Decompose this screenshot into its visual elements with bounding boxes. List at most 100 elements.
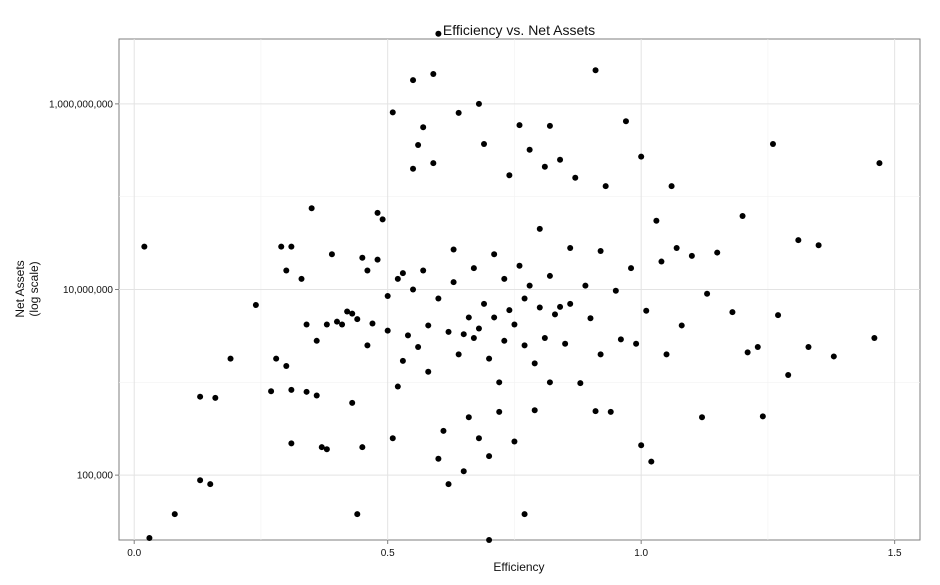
data-point xyxy=(252,302,259,309)
data-point xyxy=(475,325,482,332)
data-point xyxy=(516,262,523,269)
data-point xyxy=(496,408,503,415)
data-point xyxy=(663,351,670,358)
data-point xyxy=(805,344,812,351)
data-point xyxy=(339,321,346,328)
data-point xyxy=(491,251,498,258)
data-point xyxy=(389,109,396,116)
data-point xyxy=(475,435,482,442)
data-point xyxy=(410,286,417,293)
data-point xyxy=(288,386,295,393)
data-point xyxy=(536,225,543,232)
data-point xyxy=(704,290,711,297)
data-point xyxy=(364,342,371,349)
y-tick-label: 1,000,000,000 xyxy=(49,99,113,110)
data-point xyxy=(374,209,381,216)
data-point xyxy=(521,342,528,349)
data-point xyxy=(379,216,386,223)
data-point xyxy=(612,287,619,294)
data-point xyxy=(592,67,599,74)
data-point xyxy=(481,300,488,307)
data-point xyxy=(384,293,391,300)
data-point xyxy=(582,282,589,289)
y-tick-label: 10,000,000 xyxy=(63,285,113,296)
data-point xyxy=(557,156,564,163)
data-point xyxy=(653,217,660,224)
data-point xyxy=(526,282,533,289)
data-point xyxy=(450,246,457,253)
data-point xyxy=(815,242,822,249)
data-point xyxy=(592,408,599,415)
data-point xyxy=(227,355,234,362)
data-point xyxy=(501,275,508,282)
data-point xyxy=(546,122,553,129)
data-point xyxy=(323,446,330,453)
data-point xyxy=(415,344,422,351)
data-point xyxy=(212,394,219,401)
data-point xyxy=(506,307,513,314)
data-points xyxy=(141,30,883,543)
data-point xyxy=(283,267,290,274)
x-axis-title: Efficiency xyxy=(493,560,544,574)
data-point xyxy=(394,275,401,282)
data-point xyxy=(460,331,467,338)
data-point xyxy=(288,243,295,250)
data-point xyxy=(541,335,548,342)
data-point xyxy=(567,244,574,251)
data-point xyxy=(207,481,214,488)
data-point xyxy=(648,458,655,465)
data-point xyxy=(470,335,477,342)
data-point xyxy=(541,163,548,170)
data-point xyxy=(597,247,604,254)
data-point xyxy=(308,205,315,212)
data-point xyxy=(303,321,310,328)
data-point xyxy=(830,353,837,360)
data-point xyxy=(628,265,635,272)
data-point xyxy=(658,258,665,265)
x-tick-label: 0.5 xyxy=(381,548,395,559)
data-point xyxy=(876,160,883,167)
data-point xyxy=(673,244,680,251)
data-point xyxy=(602,183,609,190)
data-point xyxy=(557,303,564,310)
data-point xyxy=(551,311,558,318)
data-point xyxy=(460,468,467,475)
data-point xyxy=(283,362,290,369)
data-point xyxy=(440,427,447,434)
data-point xyxy=(678,322,685,329)
data-point xyxy=(465,314,472,321)
data-point xyxy=(288,440,295,447)
data-point xyxy=(506,172,513,179)
data-point xyxy=(769,140,776,147)
data-point xyxy=(425,368,432,375)
data-point xyxy=(871,335,878,342)
data-point xyxy=(197,393,204,400)
data-point xyxy=(273,355,280,362)
data-point xyxy=(714,249,721,256)
data-point xyxy=(318,444,325,451)
data-point xyxy=(445,328,452,335)
data-point xyxy=(699,414,706,421)
data-point xyxy=(531,407,538,414)
data-point xyxy=(521,511,528,518)
data-point xyxy=(399,270,406,277)
data-point xyxy=(546,379,553,386)
data-point xyxy=(668,183,675,190)
data-point xyxy=(359,444,366,451)
data-point xyxy=(435,30,442,37)
data-point xyxy=(526,146,533,153)
data-point xyxy=(450,279,457,286)
data-point xyxy=(384,327,391,334)
y-axis-ticks: 100,000 10,000,000 1,000,000,000 xyxy=(49,99,119,482)
chart-title: Efficiency vs. Net Assets xyxy=(443,22,595,38)
data-point xyxy=(486,453,493,460)
data-point xyxy=(729,309,736,316)
data-point xyxy=(597,351,604,358)
data-point xyxy=(410,77,417,84)
data-point xyxy=(744,349,751,356)
data-point xyxy=(197,477,204,484)
data-point xyxy=(607,408,614,415)
data-point xyxy=(374,256,381,263)
data-point xyxy=(577,380,584,387)
data-point xyxy=(404,332,411,339)
